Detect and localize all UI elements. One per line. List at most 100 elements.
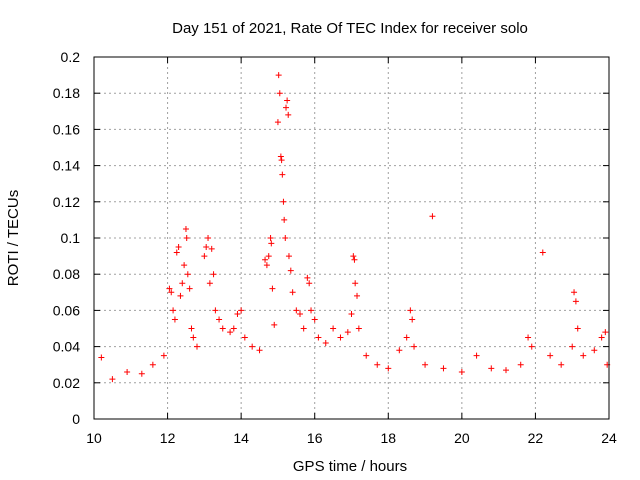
data-point bbox=[580, 352, 587, 359]
data-point bbox=[124, 368, 131, 375]
data-point bbox=[210, 271, 217, 278]
data-point bbox=[194, 343, 200, 350]
y-tick-label: 0.04 bbox=[53, 339, 80, 355]
data-point bbox=[182, 225, 189, 232]
data-point bbox=[539, 249, 546, 256]
data-point bbox=[212, 307, 219, 314]
x-axis-label: GPS time / hours bbox=[293, 458, 407, 475]
data-point bbox=[184, 271, 191, 278]
data-point bbox=[170, 307, 177, 314]
y-tick-label: 0.1 bbox=[61, 230, 81, 246]
data-point bbox=[278, 157, 285, 164]
data-point bbox=[186, 285, 193, 292]
data-point bbox=[363, 352, 370, 359]
data-point bbox=[355, 325, 362, 332]
data-point bbox=[300, 325, 307, 332]
data-point bbox=[281, 216, 288, 223]
data-point bbox=[138, 370, 145, 377]
data-point bbox=[283, 104, 290, 111]
data-point bbox=[396, 347, 403, 354]
data-point bbox=[173, 249, 180, 256]
data-point bbox=[374, 361, 381, 368]
data-point bbox=[351, 256, 358, 263]
data-point bbox=[547, 352, 554, 359]
y-tick-label: 0.2 bbox=[61, 49, 81, 65]
data-point bbox=[344, 329, 351, 336]
data-point bbox=[249, 343, 256, 350]
data-point bbox=[571, 289, 578, 296]
x-tick-label: 16 bbox=[307, 430, 323, 446]
data-point bbox=[230, 325, 237, 332]
y-tick-label: 0.06 bbox=[53, 302, 80, 318]
data-point bbox=[525, 334, 532, 341]
data-point bbox=[98, 354, 105, 361]
data-point bbox=[280, 198, 287, 205]
data-point bbox=[175, 244, 182, 251]
data-point bbox=[269, 285, 276, 292]
y-tick-label: 0.02 bbox=[53, 375, 80, 391]
x-tick-label: 12 bbox=[160, 430, 176, 446]
data-point bbox=[277, 153, 284, 160]
data-point bbox=[205, 235, 212, 241]
data-point bbox=[308, 307, 315, 314]
data-point bbox=[188, 325, 195, 332]
data-point bbox=[385, 365, 392, 372]
data-point bbox=[348, 311, 355, 318]
data-point bbox=[354, 292, 361, 299]
data-point bbox=[558, 361, 565, 368]
data-point bbox=[234, 311, 241, 318]
data-point bbox=[315, 334, 322, 341]
x-tick-label: 14 bbox=[233, 430, 249, 446]
data-point bbox=[285, 253, 292, 260]
data-point bbox=[219, 325, 226, 332]
data-point bbox=[569, 343, 576, 350]
data-point bbox=[284, 97, 291, 104]
data-point bbox=[166, 285, 173, 292]
chart-title: Day 151 of 2021, Rate Of TEC Index for r… bbox=[172, 20, 528, 37]
data-point bbox=[171, 316, 178, 323]
y-axis-label: ROTI / TECUs bbox=[5, 190, 22, 286]
data-point bbox=[276, 90, 283, 97]
data-point bbox=[268, 240, 275, 247]
y-tick-label: 0.16 bbox=[53, 121, 80, 137]
y-tick-label: 0 bbox=[72, 411, 80, 427]
data-point bbox=[179, 280, 186, 287]
data-point bbox=[203, 244, 210, 251]
data-point bbox=[287, 267, 294, 274]
x-tick-label: 20 bbox=[454, 430, 470, 446]
data-point bbox=[262, 256, 269, 263]
data-point bbox=[488, 365, 495, 372]
x-tick-label: 18 bbox=[380, 430, 396, 446]
data-point bbox=[293, 307, 300, 314]
data-point bbox=[227, 329, 234, 336]
data-point bbox=[572, 298, 579, 305]
data-point bbox=[149, 361, 156, 368]
data-point bbox=[350, 253, 357, 260]
data-point bbox=[311, 316, 318, 323]
data-point bbox=[422, 361, 429, 368]
data-point bbox=[177, 292, 184, 299]
data-point bbox=[265, 253, 272, 260]
data-point bbox=[168, 289, 175, 296]
data-points bbox=[98, 72, 611, 383]
data-point bbox=[473, 352, 480, 359]
data-point bbox=[216, 316, 223, 323]
data-point bbox=[517, 361, 524, 368]
data-point bbox=[282, 235, 289, 241]
data-point bbox=[274, 119, 281, 126]
data-point bbox=[352, 280, 359, 287]
data-point bbox=[440, 365, 447, 372]
data-point bbox=[602, 329, 609, 336]
data-point bbox=[411, 343, 418, 350]
data-point bbox=[109, 376, 116, 383]
data-point bbox=[306, 280, 313, 287]
data-point bbox=[458, 368, 465, 375]
grid-lines bbox=[94, 57, 609, 419]
y-tick-label: 0.18 bbox=[53, 85, 80, 101]
data-point bbox=[409, 316, 416, 323]
data-point bbox=[241, 334, 248, 341]
data-point bbox=[289, 289, 296, 296]
data-point bbox=[267, 235, 274, 241]
x-tick-label: 24 bbox=[601, 430, 617, 446]
